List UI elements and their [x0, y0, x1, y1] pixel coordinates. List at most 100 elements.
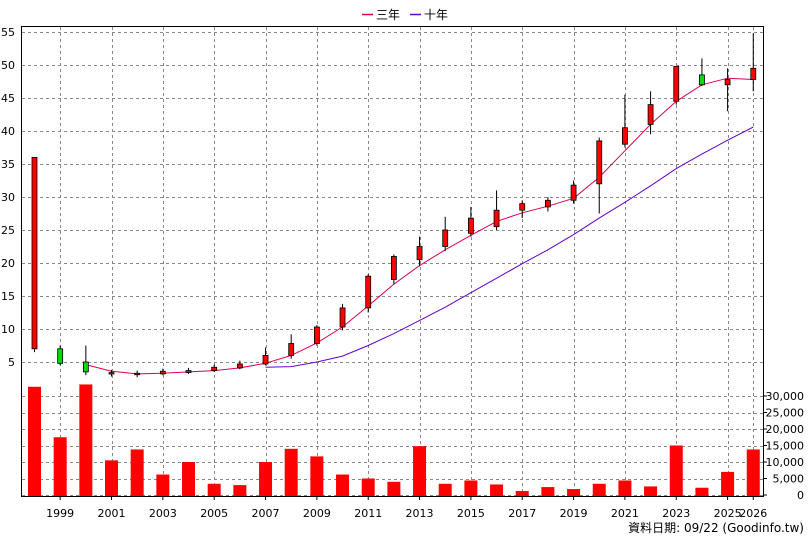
candle-body [699, 74, 705, 86]
volume-bar [156, 474, 170, 496]
price-tick-label: 10 [1, 323, 15, 336]
candle-body [442, 229, 449, 247]
x-tick-label: 2019 [560, 507, 588, 520]
volume-tick-label: 5,000 [773, 473, 805, 486]
candle-body [750, 67, 757, 80]
volume-bar [490, 484, 504, 496]
candle-body [288, 343, 295, 356]
price-tick-label: 5 [8, 356, 15, 369]
candle-body [236, 363, 243, 369]
candle-body [467, 217, 474, 234]
legend: 三年 十年 [362, 8, 448, 22]
volume-bar [464, 480, 478, 496]
volume-bar [669, 445, 683, 496]
x-tick-label: 2015 [457, 507, 485, 520]
x-tick-label: 2001 [98, 507, 126, 520]
price-tick-label: 20 [1, 257, 15, 270]
volume-bar [182, 462, 196, 496]
candle-body [545, 199, 551, 208]
x-axis: 1999 2001 2003 2005 2007 2009 2011 2013 2015 2017… [46, 496, 767, 520]
price-axis: 5 10 15 20 25 30 35 40 45 50 55 [1, 26, 15, 369]
volume-bar [618, 480, 632, 496]
candle-body [570, 184, 577, 201]
price-tick-label: 45 [1, 92, 15, 105]
volume-bar [515, 491, 529, 496]
x-tick-label: 2007 [252, 507, 280, 520]
volume-tick-label: 15,000 [766, 440, 805, 453]
volume-bar [336, 474, 350, 496]
candle-body [416, 246, 423, 261]
volume-bar [130, 449, 144, 496]
candle-body [57, 348, 64, 364]
volume-bar [79, 384, 93, 496]
candle-body [262, 354, 269, 365]
volume-tick-label: 25,000 [766, 407, 805, 420]
candle-body [31, 156, 38, 350]
volume-tick-label: 0 [797, 489, 804, 502]
candle-body [185, 370, 192, 373]
candle-body [313, 326, 320, 344]
price-tick-label: 25 [1, 224, 15, 237]
volume-bar [567, 489, 581, 496]
volume-bar [695, 487, 709, 496]
volume-bar [541, 487, 555, 496]
legend-label-1: 三年 [376, 8, 400, 22]
x-tick-label: 2005 [200, 507, 228, 520]
x-tick-label: 2017 [508, 507, 536, 520]
volume-bar [413, 446, 427, 496]
volume-tick-label: 10,000 [766, 456, 805, 469]
volume-bar [361, 478, 375, 496]
candle-body [519, 203, 526, 211]
x-tick-label: 2009 [303, 507, 331, 520]
volume-axis: 0 5,000 10,000 15,000 20,000 25,000 30,000 [763, 380, 804, 502]
volume-bar [105, 460, 119, 496]
volume-bar [644, 486, 658, 496]
volume-bar [310, 456, 324, 496]
volume-bar [746, 449, 760, 496]
candle-body [390, 255, 397, 280]
volume-bar [207, 483, 221, 496]
x-tick-label: 2013 [406, 507, 434, 520]
volume-tick-label: 30,000 [766, 390, 805, 403]
candle-body [108, 372, 115, 375]
volume-bars [28, 384, 760, 496]
candle-body [673, 65, 680, 102]
candle-body [622, 127, 628, 145]
candle-body [159, 370, 166, 375]
candle-body [493, 209, 500, 228]
price-tick-label: 40 [1, 125, 15, 138]
candle-body [339, 307, 346, 328]
volume-bar [259, 462, 273, 496]
x-tick-label: 2023 [662, 507, 690, 520]
volume-bar [592, 483, 606, 496]
candle-body [134, 372, 141, 376]
grid [22, 27, 763, 496]
x-tick-label: 2025 [714, 507, 742, 520]
x-tick-label: 2026 [739, 507, 767, 520]
price-tick-label: 50 [1, 59, 15, 72]
volume-bar [53, 437, 67, 496]
x-tick-label: 2021 [611, 507, 639, 520]
candle-body [82, 361, 89, 373]
legend-label-2: 十年 [424, 8, 448, 22]
x-tick-label: 1999 [46, 507, 74, 520]
candle-body [365, 275, 372, 309]
volume-bar [233, 485, 247, 496]
footer-text: 資料日期: 09/22 (Goodinfo.tw) [628, 521, 804, 535]
candle-body [596, 140, 603, 185]
volume-bar [387, 481, 401, 496]
candle-body [724, 79, 731, 86]
volume-tick-label: 20,000 [766, 423, 805, 436]
volume-bar [28, 386, 41, 496]
price-tick-label: 55 [1, 26, 15, 39]
candle-body [211, 366, 218, 371]
volume-bar [721, 471, 735, 496]
x-tick-label: 2011 [354, 507, 382, 520]
ma10-line [265, 126, 754, 368]
x-tick-label: 2003 [149, 507, 177, 520]
candlesticks [31, 33, 757, 378]
price-tick-label: 15 [1, 290, 15, 303]
candle-body [647, 104, 654, 125]
price-tick-label: 30 [1, 191, 15, 204]
